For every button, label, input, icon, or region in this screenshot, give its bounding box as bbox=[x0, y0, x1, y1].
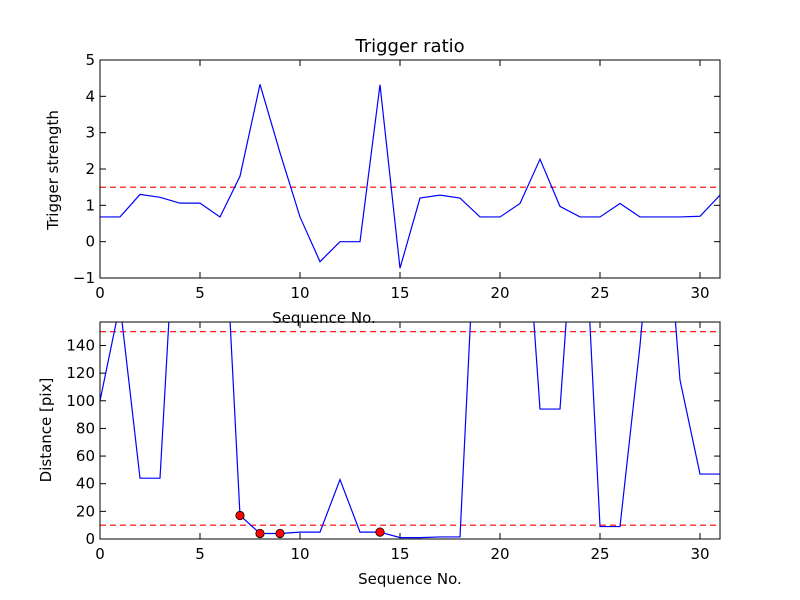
y-tick-label: 120 bbox=[66, 364, 95, 382]
y-tick-label: 0 bbox=[85, 233, 95, 251]
y-tick-label: 100 bbox=[66, 392, 95, 410]
trigger-ratio-panel: Trigger ratio Sequence No. Trigger stren… bbox=[44, 36, 721, 327]
highlight-point bbox=[275, 528, 285, 539]
highlight-point bbox=[235, 510, 245, 521]
y-tick-label: −1 bbox=[73, 269, 95, 287]
x-tick-label: 10 bbox=[290, 284, 309, 302]
y-tick-label: 80 bbox=[76, 419, 95, 437]
distance-panel: Sequence No. Distance [pix] 0 5 10 15 20 25 30… bbox=[37, 321, 721, 588]
x-tick-label: 20 bbox=[490, 545, 509, 563]
x-tick-label: 15 bbox=[390, 284, 409, 302]
y-tick-label: 1 bbox=[85, 196, 95, 214]
x-tick-label: 0 bbox=[95, 284, 105, 302]
series-line-bottom-0 bbox=[100, 322, 720, 539]
x-tick-label: 30 bbox=[690, 545, 709, 563]
x-tick-label: 30 bbox=[690, 284, 709, 302]
y-axis-label-top: Trigger strength bbox=[44, 110, 62, 231]
y-axis-label-bottom: Distance [pix] bbox=[37, 378, 55, 483]
highlight-point bbox=[255, 528, 265, 539]
x-axis-label-bottom: Sequence No. bbox=[358, 570, 462, 588]
x-tick-label: 0 bbox=[95, 545, 105, 563]
y-tick-label: 40 bbox=[76, 475, 95, 493]
y-tick-label: 0 bbox=[85, 530, 95, 548]
axes-frame-bottom bbox=[99, 321, 721, 540]
y-tick-label: 140 bbox=[66, 336, 95, 354]
x-tick-label: 10 bbox=[290, 545, 309, 563]
y-tick-label: 60 bbox=[76, 447, 95, 465]
x-tick-label: 20 bbox=[490, 284, 509, 302]
y-tick-label: 2 bbox=[85, 160, 95, 178]
x-tick-label: 25 bbox=[590, 545, 609, 563]
y-tick-label: 4 bbox=[85, 87, 95, 105]
y-tick-label: 3 bbox=[85, 124, 95, 142]
x-tick-label: 25 bbox=[590, 284, 609, 302]
x-tick-label: 15 bbox=[390, 545, 409, 563]
x-tick-label: 5 bbox=[195, 284, 205, 302]
y-tick-label: 5 bbox=[85, 51, 95, 69]
x-axis-label-top: Sequence No. bbox=[272, 309, 376, 327]
series-line-top-0 bbox=[100, 84, 720, 269]
highlight-point bbox=[375, 527, 385, 537]
chart-title: Trigger ratio bbox=[354, 36, 464, 57]
y-tick-label: 20 bbox=[76, 502, 95, 520]
x-tick-label: 5 bbox=[195, 545, 205, 563]
